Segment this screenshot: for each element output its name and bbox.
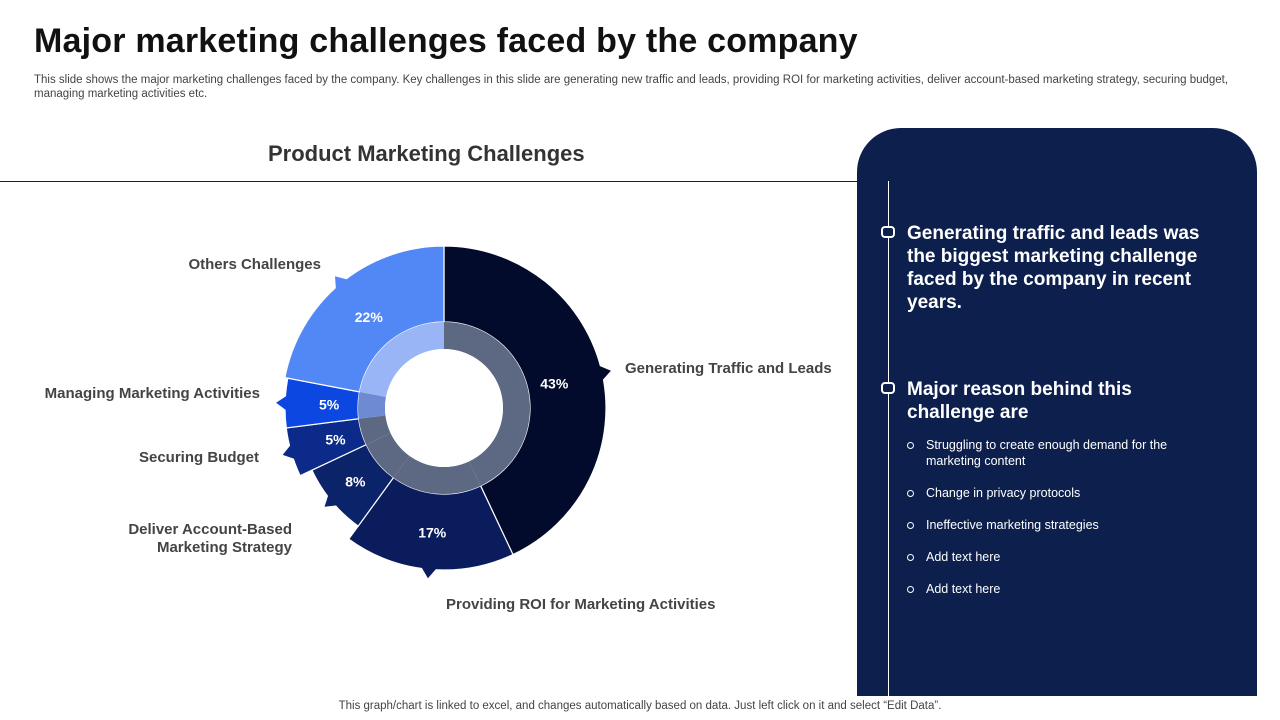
timeline-marker-icon — [881, 226, 895, 238]
donut-chart: 43% 17% 8% 5% 5% 22% Generating Traffic and L… — [45, 245, 832, 613]
list-item-text: Add text here — [926, 582, 1001, 596]
bullet-circle-icon — [907, 586, 914, 593]
list-item-text: Change in privacy protocols — [926, 486, 1081, 500]
slice-pointer — [598, 365, 611, 381]
bullet-circle-icon — [907, 442, 914, 449]
slice-value-label: 5% — [319, 396, 340, 412]
timeline-marker-icon — [881, 382, 895, 394]
slice-pointer — [324, 494, 338, 507]
bullet-circle-icon — [907, 522, 914, 529]
donut-inner-slice — [444, 322, 530, 486]
slice-value-label: 43% — [540, 375, 569, 391]
panel-timeline-line — [888, 181, 889, 696]
reasons-list: Struggling to create enough demand for t… — [905, 437, 1195, 613]
list-item: Add text here — [905, 581, 1195, 597]
insight-panel — [857, 128, 1257, 696]
slice-value-label: 22% — [355, 309, 384, 325]
donut-inner-slice — [358, 391, 387, 419]
slice-category-label: Deliver Account-Based Marketing Strategy — [128, 521, 292, 556]
slice-pointer — [276, 395, 288, 411]
list-item: Add text here — [905, 549, 1195, 565]
slice-pointer — [335, 276, 349, 290]
donut-inner-slice — [393, 455, 481, 494]
page-subtitle: This slide shows the major marketing cha… — [34, 74, 1229, 100]
bullet-circle-icon — [907, 554, 914, 561]
donut-inner-slice — [359, 322, 444, 397]
page-title: Major marketing challenges faced by the … — [34, 22, 858, 60]
chart-title-divider — [0, 181, 889, 182]
list-item: Struggling to create enough demand for t… — [905, 437, 1195, 469]
list-item-text: Ineffective marketing strategies — [926, 518, 1099, 532]
bullet-circle-icon — [907, 490, 914, 497]
slice-value-label: 5% — [325, 432, 346, 448]
list-item: Ineffective marketing strategies — [905, 517, 1195, 533]
panel-heading-1: Generating traffic and leads was the big… — [907, 223, 1200, 313]
slice-category-label: Others Challenges — [188, 256, 321, 273]
slice-category-label: Generating Traffic and Leads — [625, 360, 832, 377]
donut-inner-slice — [366, 433, 410, 478]
list-item-text: Struggling to create enough demand for t… — [926, 438, 1168, 468]
list-item: Change in privacy protocols — [905, 485, 1195, 501]
slice-value-label: 8% — [345, 473, 366, 489]
chart-title: Product Marketing Challenges — [268, 141, 585, 166]
slice-category-label: Securing Budget — [139, 449, 259, 466]
footer-note: This graph/chart is linked to excel, and… — [338, 700, 942, 712]
slice-pointer — [282, 444, 296, 460]
slice-value-label: 17% — [418, 524, 447, 540]
panel-heading-2: Major reason behind this challenge are — [907, 379, 1132, 423]
list-item-text: Add text here — [926, 550, 1001, 564]
donut-inner-slice — [358, 415, 391, 445]
donut-hole — [385, 349, 503, 467]
slice-pointer — [421, 566, 437, 579]
slice-category-label: Providing ROI for Marketing Activities — [446, 596, 716, 613]
slice-category-label: Managing Marketing Activities — [45, 385, 260, 402]
